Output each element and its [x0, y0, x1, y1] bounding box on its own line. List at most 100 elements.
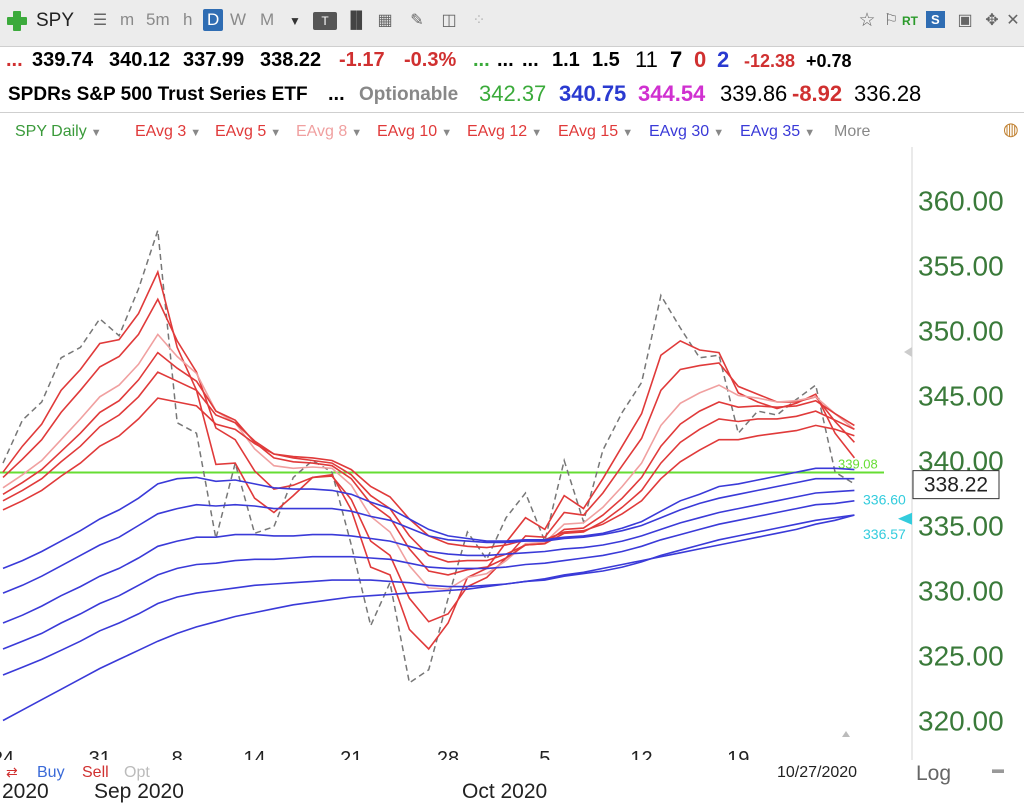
- study-eavg-8[interactable]: EAvg 8 ▼: [296, 123, 362, 141]
- opt-button[interactable]: Opt: [124, 764, 150, 781]
- bar-chart-icon[interactable]: ▐▌: [345, 12, 368, 29]
- quote-dots-green: ...: [473, 49, 490, 71]
- quote-value-4: 7: [670, 47, 683, 72]
- ema-series-line: [2, 489, 855, 624]
- quote-value-8: +0.78: [806, 51, 852, 71]
- study-spy-daily[interactable]: SPY Daily ▼: [15, 123, 102, 141]
- interval-h[interactable]: h: [183, 10, 193, 29]
- text-tool-icon[interactable]: T: [313, 12, 337, 30]
- caret-icon: ▼: [351, 127, 363, 139]
- trade-arrows-icon[interactable]: ⇄: [6, 764, 18, 780]
- rt-icon[interactable]: RT: [902, 14, 918, 28]
- study-label: SPY Daily: [15, 123, 87, 140]
- quote-open: 339.74: [32, 49, 94, 71]
- ema-series-line: [2, 297, 855, 623]
- flag-icon[interactable]: ⚐: [883, 12, 899, 29]
- marker-arrow-icon: [898, 512, 912, 525]
- caret-icon: ▼: [190, 127, 202, 139]
- sell-button[interactable]: Sell: [82, 764, 109, 781]
- x-tick-label: 8: [172, 748, 183, 760]
- quote-price-1: 342.37: [479, 81, 547, 106]
- quote-price-2: 340.75: [559, 81, 627, 106]
- study-more[interactable]: More: [834, 123, 871, 140]
- quote-value-5: 0: [694, 47, 707, 72]
- x-tick-label: 19: [727, 748, 749, 760]
- x-tick-label: 21: [340, 748, 362, 760]
- last-price-box: [912, 470, 1000, 500]
- interval-m-month[interactable]: M: [260, 10, 275, 29]
- value-marker-label: 336.60: [863, 492, 906, 508]
- current-date-label: 10/27/2020: [777, 764, 858, 781]
- y-tick-label: 330.00: [918, 576, 1004, 607]
- quote-price-6: 336.28: [854, 81, 922, 106]
- quote-price-5: -8.92: [792, 81, 843, 106]
- ema-series-line: [2, 500, 855, 650]
- quote-value-2: 1.5: [592, 49, 620, 71]
- sync-icon[interactable]: S: [926, 11, 945, 28]
- quote-dots: ...: [6, 49, 23, 71]
- x-month-label: 2020: [2, 780, 49, 803]
- caret-icon: ▼: [441, 127, 453, 139]
- x-tick-label: 5: [539, 748, 550, 760]
- interval-w[interactable]: W: [230, 10, 247, 29]
- quote-dots-black-2: ...: [522, 49, 539, 71]
- buy-button[interactable]: Buy: [37, 764, 65, 781]
- study-label: EAvg 35: [740, 123, 801, 140]
- interval-m[interactable]: m: [120, 10, 135, 29]
- x-tick-label: 24: [0, 748, 14, 760]
- interval-d[interactable]: D: [203, 9, 224, 31]
- interval-5m[interactable]: 5m: [146, 10, 170, 29]
- log-scale-toggle[interactable]: Log: [916, 762, 952, 785]
- pencil-icon[interactable]: ✎: [410, 12, 424, 29]
- study-eavg-15[interactable]: EAvg 15 ▼: [558, 123, 633, 141]
- study-label: EAvg 3: [135, 123, 187, 140]
- quote-value-6: 2: [717, 47, 730, 72]
- caret-icon: ▼: [90, 127, 102, 139]
- caret-icon: ▼: [804, 127, 816, 139]
- close-icon[interactable]: ✕: [1006, 12, 1020, 29]
- x-tick-label: 14: [243, 748, 265, 760]
- study-label: EAvg 8: [296, 123, 348, 140]
- x-month-label: Sep 2020: [94, 780, 184, 803]
- study-eavg-12[interactable]: EAvg 12 ▼: [467, 123, 542, 141]
- ema-series-line: [2, 269, 856, 651]
- y-tick-label: 360.00: [918, 186, 1004, 217]
- quote-low: 337.99: [183, 49, 245, 71]
- plus-icon[interactable]: [6, 10, 28, 32]
- reference-line-label: 339.08: [838, 456, 878, 471]
- calculator-icon[interactable]: ▦: [377, 12, 393, 29]
- chart-toolbar: SPY ☰ m 5m h D W M ▼ T ▐▌ ▦ ✎ ◫ ⁘ ☆ ⚐ RT…: [0, 0, 1024, 47]
- ema-series-line: [2, 477, 855, 594]
- study-eavg-10[interactable]: EAvg 10 ▼: [377, 123, 452, 141]
- ema-series-line: [2, 514, 855, 676]
- study-eavg-30[interactable]: EAvg 30 ▼: [649, 123, 724, 141]
- study-label: EAvg 10: [377, 123, 438, 140]
- quote-change: -1.17: [339, 49, 385, 71]
- study-label: EAvg 30: [649, 123, 710, 140]
- value-marker-label: 336.57: [863, 526, 906, 542]
- dots-icon[interactable]: ⁘: [472, 12, 486, 29]
- note-icon[interactable]: ◫: [441, 12, 457, 29]
- quote-high: 340.12: [109, 49, 171, 71]
- scroll-down-icon: [842, 731, 850, 737]
- study-label: EAvg 5: [215, 123, 267, 140]
- y-tick-label: 325.00: [918, 641, 1004, 672]
- quote-value-1: 1.1: [552, 49, 580, 71]
- star-icon[interactable]: ☆: [858, 10, 876, 31]
- palette-icon[interactable]: ◍: [1003, 119, 1019, 139]
- list-icon[interactable]: ☰: [92, 12, 108, 29]
- quote-dots-2: ...: [328, 83, 345, 105]
- symbol-label[interactable]: SPY: [36, 10, 75, 31]
- study-eavg-5[interactable]: EAvg 5 ▼: [215, 123, 281, 141]
- save-icon[interactable]: ▣: [957, 12, 973, 29]
- ema-series-line: [2, 514, 855, 722]
- caret-icon: ▼: [270, 127, 282, 139]
- price-chart[interactable]: 360.00355.00350.00345.00340.00335.00330.…: [0, 147, 1024, 760]
- chevron-down-icon[interactable]: ▼: [289, 14, 301, 28]
- study-eavg-35[interactable]: EAvg 35 ▼: [740, 123, 815, 141]
- caret-icon: ▼: [622, 127, 634, 139]
- scroll-handle-icon[interactable]: ▬: [992, 762, 1004, 776]
- move-icon[interactable]: ✥: [985, 12, 999, 29]
- price-series-line: [2, 230, 855, 685]
- study-eavg-3[interactable]: EAvg 3 ▼: [135, 123, 201, 141]
